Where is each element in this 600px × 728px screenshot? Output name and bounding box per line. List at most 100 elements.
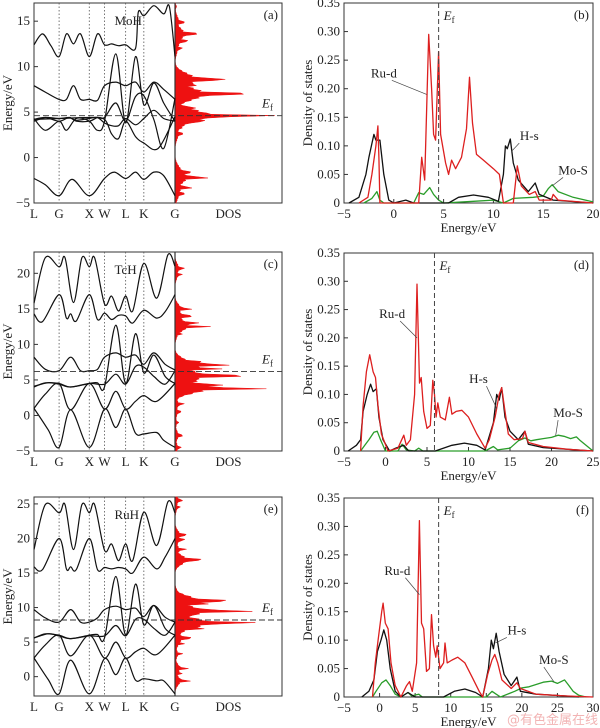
dos-histogram <box>174 496 256 696</box>
y-tick-label: 0 <box>334 195 341 210</box>
y-tick-label: 0.25 <box>317 302 340 317</box>
y-tick-label: −5 <box>16 443 30 458</box>
y-tick-label: 0.15 <box>317 358 340 373</box>
y-axis-title: Density of states <box>300 60 315 147</box>
band-line <box>33 293 176 324</box>
annotation-leader-line <box>391 79 427 95</box>
y-tick-label: 0.15 <box>317 604 340 619</box>
y-tick-label: 20 <box>17 265 30 280</box>
plot-frame <box>33 2 283 204</box>
annotation-leader-line <box>495 637 508 644</box>
x-axis-title: Energy/eV <box>440 220 497 235</box>
kpoint-label: G <box>170 206 179 221</box>
panel-d: 00.050.100.150.200.250.300.35−5 0 5 10 15 20 2… <box>300 245 600 483</box>
dos-axis-label: DOS <box>215 699 241 714</box>
dos-axis-label: DOS <box>215 206 241 221</box>
y-tick-label: 5 <box>24 634 31 649</box>
x-tick-label: 5 <box>440 206 447 221</box>
kpoint-label: L <box>122 206 130 221</box>
y-axis-title: Density of states <box>300 309 315 396</box>
x-tick-label: 5 <box>424 454 431 469</box>
kpoint-label: G <box>54 454 63 469</box>
x-tick-label: 10 <box>487 206 500 221</box>
band-line <box>33 253 176 313</box>
y-tick-label: 0.20 <box>317 575 340 590</box>
x-tick-label: 20 <box>587 206 600 221</box>
band-line <box>33 634 176 659</box>
y-tick-label: 15 <box>17 301 30 316</box>
series-line-mo-s <box>371 679 587 698</box>
y-tick-label: 0 <box>24 150 31 165</box>
y-tick-label: 25 <box>17 496 30 511</box>
bands <box>33 253 176 449</box>
y-tick-label: 0.20 <box>317 81 340 96</box>
band-line <box>33 657 176 696</box>
kpoint-label: K <box>139 454 149 469</box>
series-annotation: Ru-d <box>371 65 398 80</box>
y-tick-label: 0.30 <box>317 273 340 288</box>
x-tick-label: 15 <box>537 206 550 221</box>
x-tick-label: 0 <box>376 700 383 715</box>
bands <box>33 4 176 197</box>
y-tick-label: 0 <box>24 669 31 684</box>
y-tick-label: 0 <box>334 443 341 458</box>
annotation-leader-line <box>399 320 418 339</box>
x-tick-label: 0 <box>391 206 398 221</box>
kpoint-label: W <box>98 206 111 221</box>
series-annotation: Mo-S <box>558 162 588 177</box>
y-tick-label: 0.10 <box>317 138 340 153</box>
series-annotation: H-s <box>469 371 488 386</box>
x-tick-label: −5 <box>337 454 351 469</box>
kpoint-label: L <box>30 699 38 714</box>
dos-fill <box>174 2 275 204</box>
x-tick-label: 30 <box>587 700 600 715</box>
bands <box>33 500 176 696</box>
compound-label: TcH <box>115 262 137 277</box>
x-tick-label: 25 <box>551 700 564 715</box>
kpoint-label: G <box>54 206 63 221</box>
kpoint-label: X <box>85 206 95 221</box>
x-tick-label: 15 <box>504 454 517 469</box>
y-tick-label: 0 <box>24 407 31 422</box>
kpoint-label: G <box>170 699 179 714</box>
series-line-h-s <box>361 629 579 698</box>
kpoint-label: G <box>54 699 63 714</box>
y-tick-label: 15 <box>17 565 30 580</box>
y-axis-title: Energy/eV <box>0 568 15 625</box>
kpoint-label: X <box>85 699 95 714</box>
x-tick-label: 25 <box>587 454 600 469</box>
x-tick-label: 20 <box>545 454 558 469</box>
fermi-label: Ef <box>443 8 455 25</box>
y-axis-title: Density of states <box>300 554 315 641</box>
watermark: @有色金属在线 <box>507 712 598 728</box>
panel-label: (b) <box>574 7 589 22</box>
y-tick-label: 0.05 <box>317 166 340 181</box>
series-line-h-s <box>348 133 594 204</box>
band-line <box>33 352 176 373</box>
panel-label: (e) <box>264 501 278 516</box>
kpoint-label: G <box>170 454 179 469</box>
x-tick-label: 10 <box>444 700 457 715</box>
dos-histogram <box>174 2 275 204</box>
fermi-label: Ef <box>261 96 273 113</box>
band-line <box>33 604 176 624</box>
x-tick-label: 5 <box>412 700 419 715</box>
y-tick-label: 5 <box>24 372 31 387</box>
band-line <box>33 171 176 197</box>
series-annotation: Ru-d <box>379 306 406 321</box>
plot-frame <box>33 251 283 452</box>
x-tick-label: 0 <box>382 454 389 469</box>
fermi-label: Ef <box>438 258 450 275</box>
plot-frame <box>343 2 594 204</box>
panel-label: (c) <box>264 256 278 271</box>
y-tick-label: 0.05 <box>317 661 340 676</box>
y-tick-label: 0.30 <box>317 24 340 39</box>
kpoint-label: W <box>98 699 111 714</box>
series-line-ru-d <box>359 283 594 452</box>
y-tick-label: 0.10 <box>317 632 340 647</box>
panel-label: (d) <box>574 257 589 272</box>
